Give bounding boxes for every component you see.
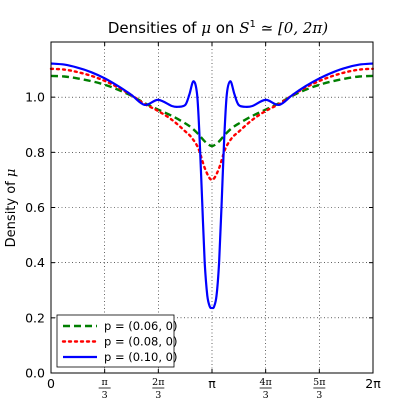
legend: p = (0.06, 0) p = (0.08, 0)p = (0.10, 0) [56, 314, 177, 368]
series-line-2 [49, 67, 374, 182]
y-tick-label: 0.8 [25, 145, 45, 160]
x-tick-label-numerator: 5π [313, 377, 325, 388]
legend-entry-label: p = (0.06, 0) [104, 319, 177, 333]
y-tick-label: 1.0 [25, 90, 45, 105]
x-tick-label-denominator: 3 [316, 390, 322, 401]
y-axis-label: Density of μ [4, 169, 19, 248]
legend-entry-label: p = (0.10, 0) [104, 350, 177, 364]
series-line-3 [50, 62, 373, 310]
x-tick-label-denominator: 3 [102, 390, 108, 401]
x-tick-label: π [208, 376, 216, 391]
axis-ticks: 0 π 3 2π 3 π 4π 3 5π 3 2π 0.0 0.2 0.4 0.6 0.8 1.0 [25, 42, 381, 401]
x-tick-label-denominator: 3 [155, 390, 161, 401]
y-tick-label: 0.4 [25, 255, 45, 270]
series-lines [49, 62, 374, 310]
chart-title: Densities of μ on S1 ≃ [0, 2π) [108, 19, 328, 37]
x-tick-label: 0 [47, 376, 55, 391]
y-tick-label: 0.0 [25, 366, 45, 381]
x-tick-label-denominator: 3 [263, 390, 269, 401]
legend-entry-label: p = (0.08, 0) [104, 335, 177, 349]
y-tick-label: 0.6 [25, 200, 45, 215]
series-line-1 [50, 74, 373, 148]
x-tick-label-numerator: 2π [152, 377, 164, 388]
y-tick-label: 0.2 [25, 310, 45, 325]
x-tick-label-numerator: 4π [260, 377, 272, 388]
x-tick-label-numerator: π [102, 377, 108, 388]
x-tick-label: 2π [365, 376, 381, 391]
